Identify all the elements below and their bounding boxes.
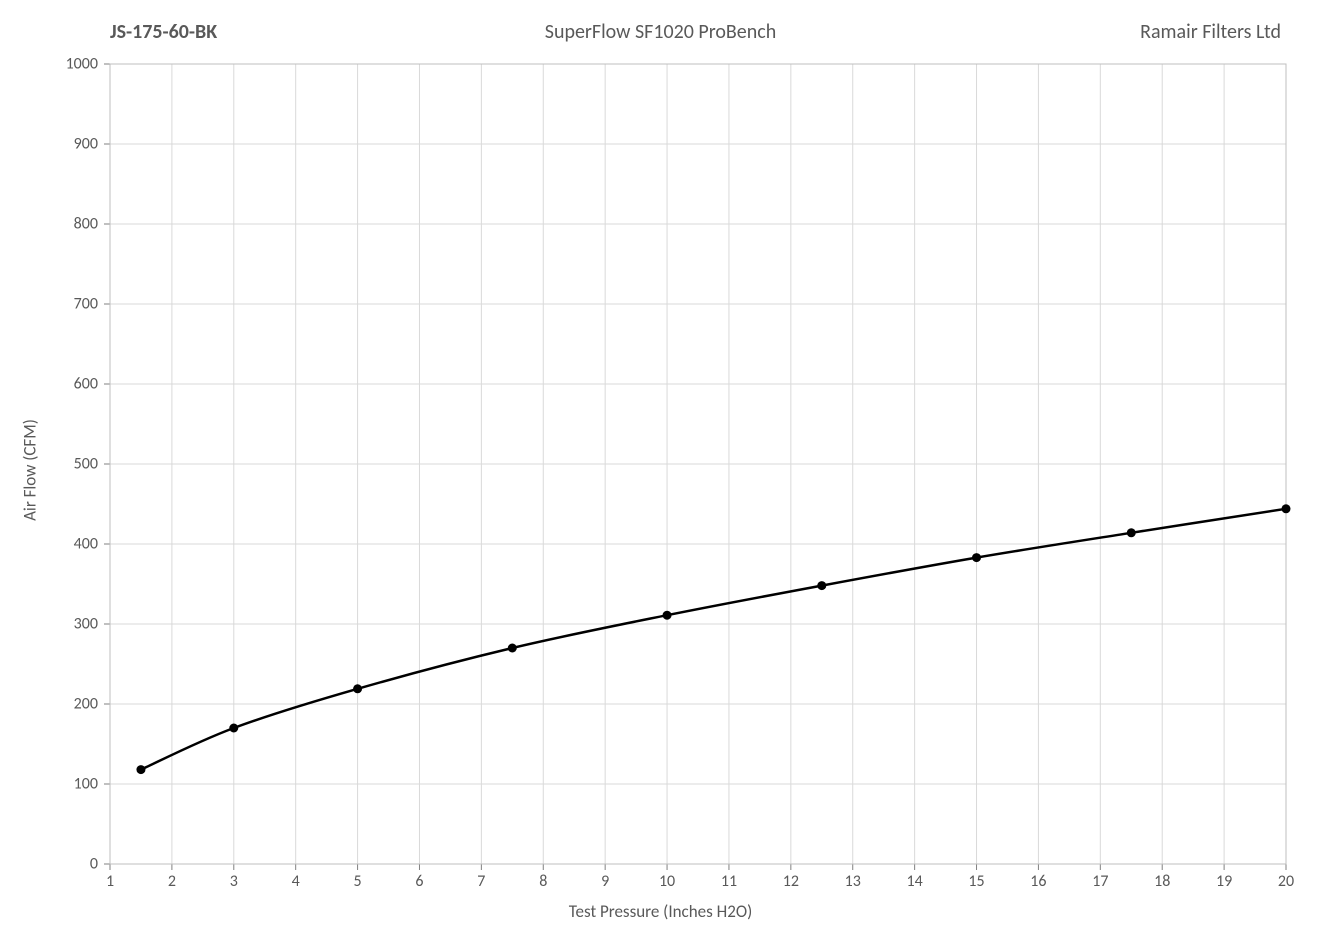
x-tick-label: 14 [895,872,935,891]
data-marker [1127,528,1136,537]
x-tick-label: 9 [585,872,625,891]
data-marker [229,724,238,733]
x-axis-label: Test Pressure (Inches H2O) [569,901,752,922]
header-left-title: JS-175-60-BK [110,20,217,44]
header-right-title: Ramair Filters Ltd [1140,20,1281,44]
x-tick-label: 18 [1142,872,1182,891]
data-marker [663,611,672,620]
y-tick-label: 800 [48,215,98,234]
header-center-title: SuperFlow SF1020 ProBench [545,20,776,44]
y-tick-label: 700 [48,295,98,314]
x-tick-label: 16 [1018,872,1058,891]
data-marker [508,644,517,653]
x-tick-label: 3 [214,872,254,891]
x-tick-label: 5 [338,872,378,891]
y-tick-label: 400 [48,535,98,554]
x-tick-label: 19 [1204,872,1244,891]
x-tick-label: 8 [523,872,563,891]
chart-container: JS-175-60-BK SuperFlow SF1020 ProBench R… [0,0,1321,940]
data-marker [353,684,362,693]
y-tick-label: 600 [48,375,98,394]
y-tick-label: 500 [48,455,98,474]
y-tick-label: 300 [48,615,98,634]
x-tick-label: 1 [90,872,130,891]
chart-svg [110,64,1286,864]
data-marker [136,765,145,774]
x-tick-label: 7 [461,872,501,891]
y-tick-label: 900 [48,135,98,154]
x-tick-label: 11 [709,872,749,891]
plot-area: 1234567891011121314151617181920010020030… [110,64,1286,864]
y-tick-label: 200 [48,695,98,714]
data-marker [817,581,826,590]
y-tick-label: 1000 [48,55,98,74]
x-tick-label: 20 [1266,872,1306,891]
x-tick-label: 12 [771,872,811,891]
chart-header: JS-175-60-BK SuperFlow SF1020 ProBench R… [0,20,1321,60]
x-tick-label: 13 [833,872,873,891]
y-tick-label: 100 [48,775,98,794]
x-tick-label: 10 [647,872,687,891]
x-tick-label: 2 [152,872,192,891]
x-tick-label: 6 [399,872,439,891]
data-marker [1282,504,1291,513]
y-tick-label: 0 [48,855,98,874]
x-tick-label: 4 [276,872,316,891]
x-tick-label: 17 [1080,872,1120,891]
x-tick-label: 15 [957,872,997,891]
data-marker [972,553,981,562]
y-axis-label: Air Flow (CFM) [20,419,41,521]
